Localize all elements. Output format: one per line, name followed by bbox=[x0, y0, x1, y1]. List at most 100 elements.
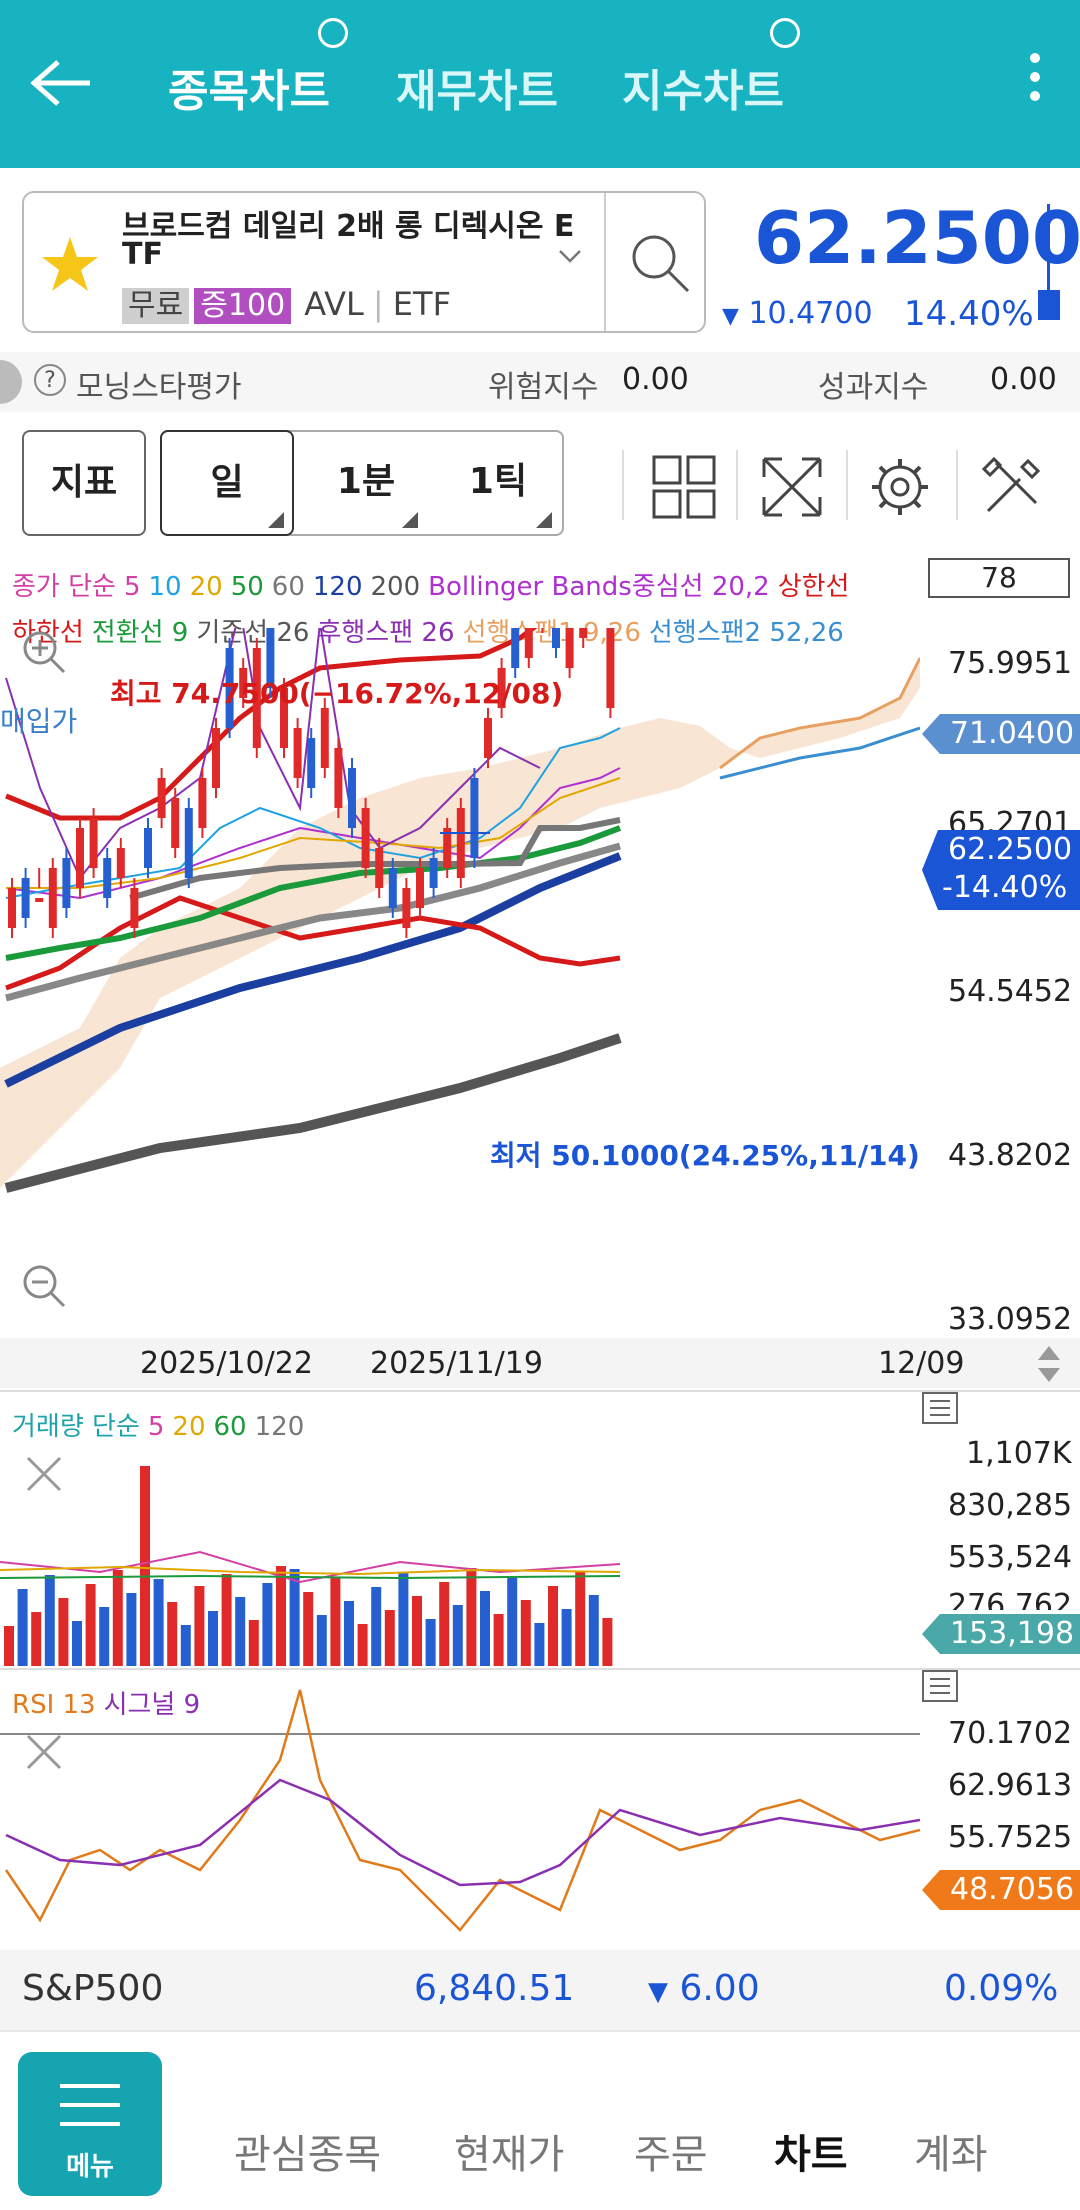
panel-menu-icon[interactable] bbox=[922, 1670, 958, 1702]
more-menu-icon[interactable] bbox=[1030, 44, 1040, 110]
menu-label: 메뉴 bbox=[66, 2152, 114, 2182]
candle-body bbox=[348, 768, 356, 828]
settings-gear-icon[interactable] bbox=[868, 455, 932, 519]
volume-bar bbox=[112, 1570, 123, 1666]
search-icon[interactable] bbox=[628, 231, 692, 295]
candlestick-plot bbox=[0, 628, 920, 1193]
candle-body bbox=[497, 668, 506, 708]
price-legend-entry: 200 bbox=[370, 572, 421, 602]
scroll-arrows-icon[interactable] bbox=[1036, 1344, 1062, 1384]
menu-button[interactable]: 메뉴 bbox=[18, 2052, 162, 2196]
period-day-button[interactable]: 일 bbox=[160, 430, 294, 536]
legend-row-1: 종가 단순 5 10 20 50 60 120 200 Bollinger Bands중심선 2… bbox=[12, 566, 857, 603]
panel-menu-icon[interactable] bbox=[922, 1392, 958, 1424]
candle-body bbox=[171, 798, 180, 848]
purchase-price-tag: 71.0400 bbox=[922, 714, 1080, 754]
high-annotation: 최고 74.7500(−16.72%,12/08) bbox=[110, 677, 564, 710]
y-label: 33.0952 bbox=[948, 1302, 1073, 1337]
nav-watchlist[interactable]: 관심종목 bbox=[234, 2132, 382, 2178]
period-count-box[interactable]: 78 bbox=[928, 558, 1070, 598]
zoom-in-icon[interactable] bbox=[20, 628, 68, 676]
nav-account[interactable]: 계좌 bbox=[914, 2132, 988, 2178]
price-legend-entry: 상한선 bbox=[777, 572, 850, 602]
nav-order[interactable]: 주문 bbox=[634, 2132, 708, 2178]
y-label: 54.5452 bbox=[948, 974, 1073, 1009]
current-price: 62.2500 bbox=[754, 196, 1080, 280]
nav-quote[interactable]: 현재가 bbox=[454, 2132, 565, 2178]
volume-bar bbox=[561, 1609, 572, 1666]
volume-bar bbox=[4, 1626, 14, 1666]
volume-bar bbox=[180, 1625, 191, 1666]
candle-body bbox=[334, 748, 343, 808]
volume-bar bbox=[316, 1615, 327, 1666]
back-arrow-icon[interactable] bbox=[28, 58, 92, 108]
link-icon bbox=[770, 18, 800, 48]
date-label: 2025/10/22 bbox=[140, 1346, 313, 1381]
candle-body bbox=[388, 868, 397, 908]
volume-bar bbox=[31, 1612, 42, 1666]
indicator-button[interactable]: 지표 bbox=[22, 430, 146, 536]
price-legend-entry: 기준선 26 bbox=[196, 618, 310, 648]
nav-chart[interactable]: 차트 bbox=[774, 2132, 848, 2178]
tab-index-chart[interactable]: 지수차트 bbox=[622, 66, 784, 117]
tools-icon[interactable] bbox=[980, 455, 1044, 519]
rsi-legend-entry: 시그널 9 bbox=[103, 1690, 201, 1720]
rsi-legend-entry: RSI 13 bbox=[12, 1690, 96, 1720]
stock-selector[interactable]: 브로드컴 데일리 2배 롱 디렉시온 E TF 무료 증100 AVL | ET… bbox=[22, 191, 706, 333]
tab-financial-chart[interactable]: 재무차트 bbox=[396, 66, 558, 117]
date-label: 2025/11/19 bbox=[370, 1346, 543, 1381]
side-handle[interactable] bbox=[0, 360, 22, 404]
period-1tick-button[interactable]: 1틱 bbox=[468, 461, 528, 502]
candle-body bbox=[484, 718, 492, 758]
volume-bar bbox=[548, 1586, 558, 1666]
risk-value: 0.00 bbox=[622, 362, 689, 397]
candle-body bbox=[252, 648, 261, 748]
volume-bar bbox=[534, 1623, 545, 1666]
favorite-star-icon[interactable] bbox=[40, 235, 100, 293]
volume-bar bbox=[276, 1566, 286, 1666]
index-name: S&P500 bbox=[22, 1968, 164, 2009]
volume-panel[interactable]: 거래량 단순 5 20 60 120 1,107K 830,285 553,524 27… bbox=[0, 1390, 1080, 1668]
down-arrow-icon: ▼ bbox=[648, 1977, 668, 2007]
index-change: 6.00 bbox=[679, 1968, 760, 2009]
current-tag-pct: -14.40% bbox=[942, 870, 1068, 905]
volume-bar bbox=[153, 1579, 164, 1666]
chevron-down-icon[interactable] bbox=[558, 249, 582, 265]
volume-bar bbox=[126, 1593, 137, 1666]
candle-body bbox=[511, 628, 520, 668]
rsi-panel[interactable]: RSI 13 시그널 9 70.1702 62.9613 55.7525 48.7… bbox=[0, 1668, 1080, 1950]
volume-y-label: 1,107K bbox=[966, 1436, 1072, 1471]
candle-body bbox=[239, 668, 248, 698]
hamburger-icon bbox=[60, 2084, 120, 2126]
period-1min-button[interactable]: 1분 bbox=[336, 461, 396, 502]
morningstar-label[interactable]: 모닝스타평가 bbox=[76, 370, 242, 405]
tab-stock-chart[interactable]: 종목차트 bbox=[168, 66, 330, 117]
price-change-pct: 14.40% bbox=[904, 294, 1034, 334]
candle-body bbox=[456, 808, 465, 878]
rsi-y-label: 70.1702 bbox=[948, 1716, 1073, 1751]
fullscreen-icon[interactable] bbox=[760, 455, 824, 519]
candle-body bbox=[35, 898, 44, 902]
layout-grid-icon[interactable] bbox=[652, 455, 716, 519]
close-icon[interactable] bbox=[24, 1454, 64, 1494]
bottom-nav: 메뉴 관심종목 현재가 주문 차트 계좌 bbox=[0, 2030, 1080, 2210]
volume-bar bbox=[466, 1568, 477, 1666]
volume-bar bbox=[17, 1589, 28, 1666]
volume-bar bbox=[262, 1583, 273, 1666]
candle-body bbox=[184, 808, 193, 878]
price-legend-entry: 20 bbox=[189, 572, 223, 602]
candle-body bbox=[524, 628, 533, 658]
price-legend-entry: 후행스팬 26 bbox=[317, 618, 455, 648]
candle-body bbox=[375, 848, 384, 888]
index-ticker-bar[interactable]: S&P500 6,840.51 ▼ 6.00 0.09% bbox=[0, 1950, 1080, 2030]
price-chart[interactable]: 종가 단순 5 10 20 50 60 120 200 Bollinger Bands중심선 2… bbox=[0, 548, 1080, 1338]
help-icon[interactable]: ? bbox=[34, 364, 66, 396]
zoom-out-icon[interactable] bbox=[20, 1262, 68, 1310]
stock-name-line2: TF bbox=[122, 237, 163, 272]
price-legend-entry: 60 bbox=[271, 572, 305, 602]
candle-body bbox=[116, 848, 125, 878]
volume-y-label: 553,524 bbox=[948, 1540, 1073, 1575]
close-icon[interactable] bbox=[24, 1732, 64, 1772]
candle-body bbox=[76, 828, 84, 888]
volume-bar bbox=[575, 1572, 586, 1666]
